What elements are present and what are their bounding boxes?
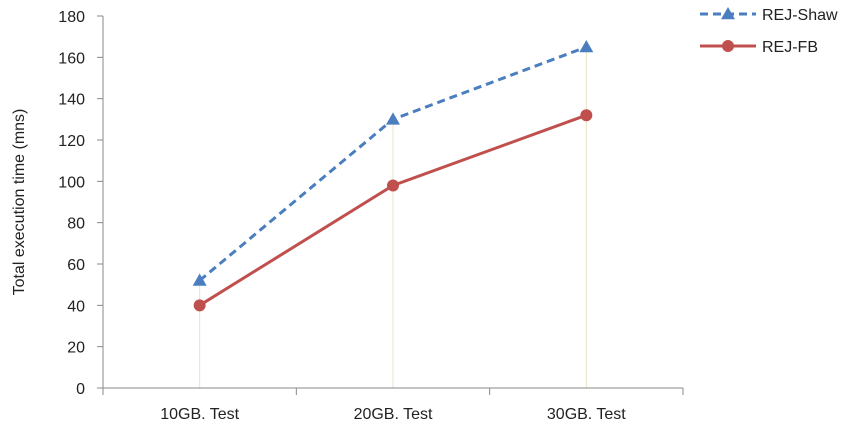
y-axis-label: Total execution time (mns) [11, 109, 28, 296]
x-tick-labels: 10GB. Test 20GB. Test 30GB. Test [160, 406, 626, 423]
legend-item-rej-fb: REJ-FB [700, 39, 818, 56]
data-point [192, 273, 207, 286]
data-point [193, 299, 206, 312]
x-tick-label: 30GB. Test [547, 406, 626, 423]
legend-label: REJ-FB [762, 39, 818, 56]
series-rej-fb [193, 109, 593, 312]
legend-marker [721, 7, 735, 20]
y-tick-labels: 0 20 40 60 80 100 120 140 160 180 [58, 9, 85, 398]
data-point [387, 179, 399, 192]
legend-item-rej-shaw: REJ-Shaw [700, 7, 838, 24]
x-axis [102, 387, 684, 395]
series-rej-shaw [192, 40, 594, 286]
y-tick-label: 80 [67, 216, 85, 233]
series-layer [192, 40, 594, 312]
y-tick-label: 180 [58, 9, 85, 26]
y-tick-label: 100 [58, 174, 85, 191]
x-tick-label: 10GB. Test [160, 406, 239, 423]
legend-label: REJ-Shaw [762, 7, 838, 24]
y-tick-label: 20 [67, 340, 85, 357]
drop-lines [199, 47, 587, 388]
data-point [580, 109, 593, 122]
data-point [386, 112, 400, 125]
legend: REJ-Shaw REJ-FB [700, 7, 838, 56]
y-axis [97, 15, 104, 389]
y-tick-label: 140 [58, 92, 85, 109]
y-tick-label: 120 [58, 133, 85, 150]
y-tick-label: 60 [67, 257, 85, 274]
y-tick-label: 40 [67, 298, 85, 315]
data-point [579, 40, 594, 53]
y-tick-label: 0 [76, 381, 85, 398]
legend-marker [722, 40, 734, 52]
x-tick-label: 20GB. Test [354, 406, 433, 423]
y-tick-label: 160 [58, 50, 85, 67]
